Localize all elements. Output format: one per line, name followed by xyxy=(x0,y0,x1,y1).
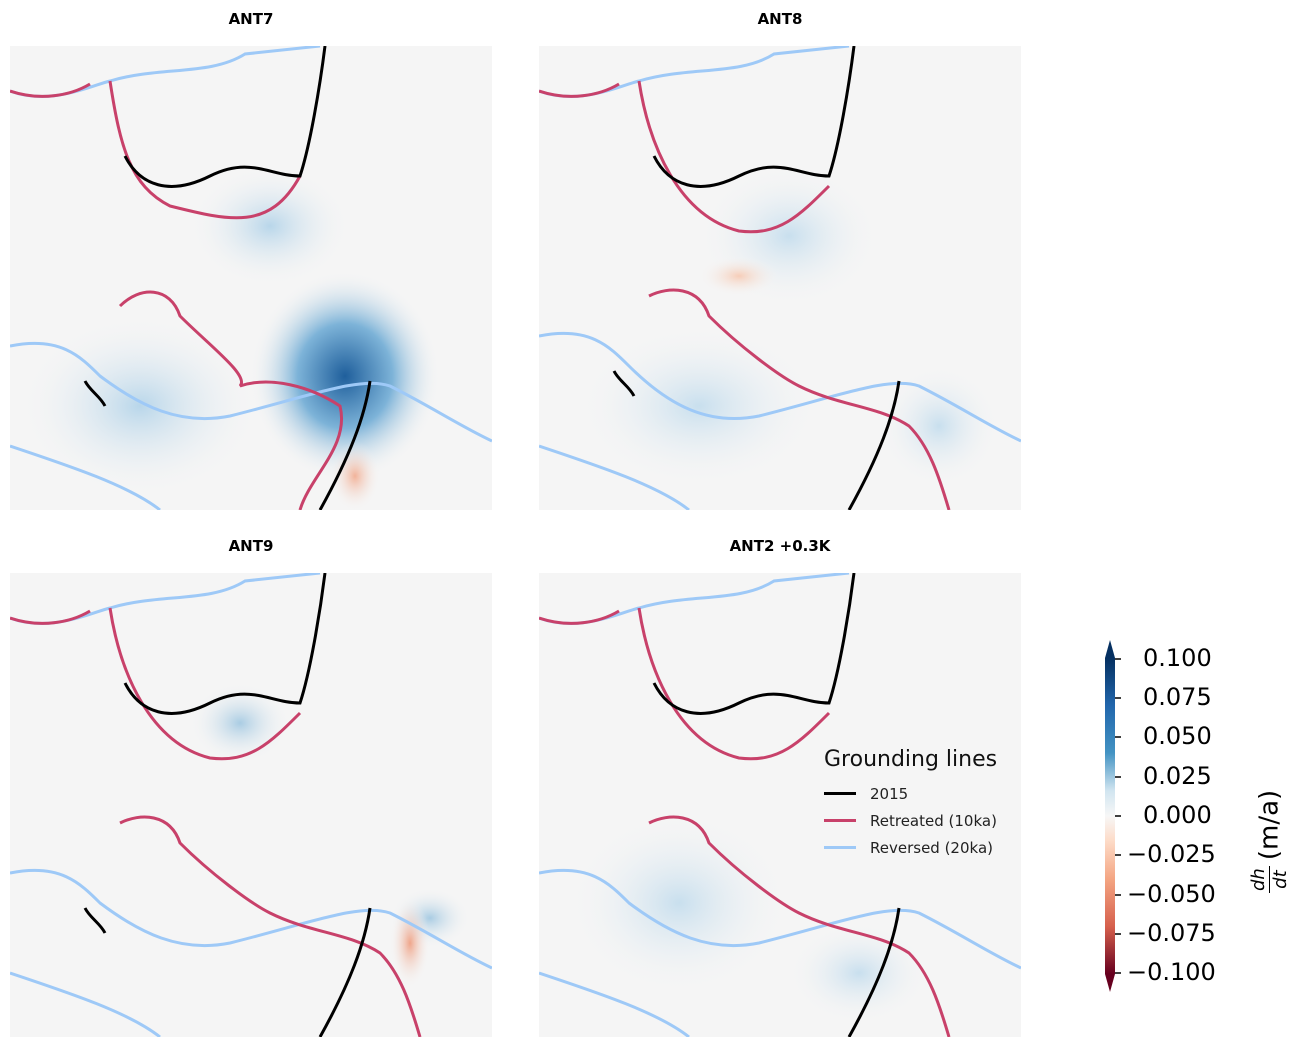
colorbar-tick: 0.050 xyxy=(1143,722,1212,750)
thickening-anomaly xyxy=(699,256,779,296)
grounding-line-retreated xyxy=(10,607,422,1037)
colorbar-tick: −0.075 xyxy=(1127,919,1216,947)
colorbar-tick: −0.100 xyxy=(1127,958,1216,986)
legend-label: Reversed (20ka) xyxy=(870,838,993,857)
panel-title-ant8: ANT8 xyxy=(757,10,803,28)
map-panel-ant8 xyxy=(539,46,1021,510)
colorbar-tick: 0.000 xyxy=(1143,801,1212,829)
grounding-line-retreated xyxy=(10,80,344,510)
legend-label: Retreated (10ka) xyxy=(870,811,997,830)
colorbar: 0.100 0.075 0.050 0.025 0.000 −0.025 −0.… xyxy=(1100,640,1300,992)
legend-label: 2015 xyxy=(870,784,909,803)
colorbar-tick: −0.025 xyxy=(1127,840,1216,868)
panel-title-ant2: ANT2 +0.3K xyxy=(729,537,831,555)
thickening-anomaly xyxy=(390,898,430,988)
map-panel-ant9 xyxy=(10,573,492,1037)
colorbar-tick: 0.100 xyxy=(1143,644,1212,672)
grounding-line-2015 xyxy=(83,46,372,510)
thinning-anomaly xyxy=(20,316,260,496)
legend-swatch xyxy=(824,846,856,849)
legend-item: 2015 xyxy=(818,780,1032,807)
legend-swatch xyxy=(824,792,856,795)
grounding-line-2015 xyxy=(83,573,372,1037)
thinning-anomaly xyxy=(190,166,350,286)
thickening-anomaly xyxy=(330,441,380,510)
colorbar-tick: −0.050 xyxy=(1127,880,1216,908)
colorbar-label-units: (m/a) xyxy=(1254,789,1285,861)
legend-item: Reversed (20ka) xyxy=(818,834,1032,861)
legend-item: Retreated (10ka) xyxy=(818,807,1032,834)
colorbar-label-fraction: dh dt xyxy=(1248,866,1291,893)
panel-title-ant7: ANT7 xyxy=(228,10,274,28)
grounding-line-2015 xyxy=(652,573,901,1037)
colorbar-tick: 0.025 xyxy=(1143,762,1212,790)
grounding-line-retreated xyxy=(539,607,951,1037)
legend: Grounding lines 2015 Retreated (10ka) Re… xyxy=(818,747,1032,861)
thinning-anomaly xyxy=(569,813,789,993)
legend-swatch xyxy=(824,819,856,822)
colorbar-axis-label: dh dt (m/a) xyxy=(1248,790,1291,893)
map-panel-ant2 xyxy=(539,573,1021,1037)
grounding-line-2015 xyxy=(612,46,901,510)
thinning-anomaly xyxy=(879,366,999,486)
thinning-anomaly xyxy=(250,271,440,481)
thinning-anomaly xyxy=(579,326,819,486)
map-panel-ant7 xyxy=(10,46,492,510)
colorbar-tick: 0.075 xyxy=(1143,683,1212,711)
colorbar-gradient xyxy=(1105,640,1121,992)
panel-title-ant9: ANT9 xyxy=(228,537,274,555)
thinning-anomaly xyxy=(789,923,929,1023)
legend-title: Grounding lines xyxy=(824,747,998,772)
grounding-line-retreated xyxy=(539,80,951,510)
